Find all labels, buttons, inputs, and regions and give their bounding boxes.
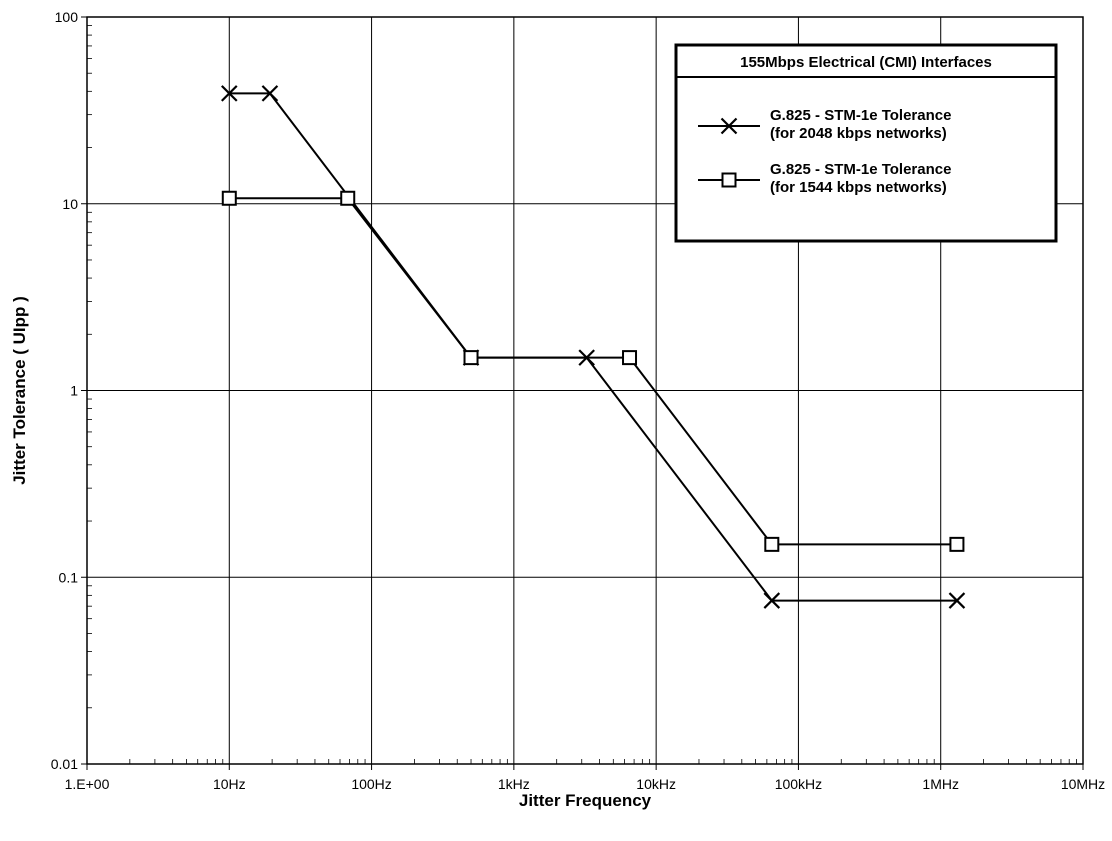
x-marker — [948, 592, 966, 609]
square-marker — [340, 190, 356, 206]
square-marker — [221, 190, 237, 206]
x-tick-label: 10Hz — [213, 776, 246, 792]
legend-box — [674, 43, 1058, 243]
legend-label: G.825 - STM-1e Tolerance — [770, 107, 951, 124]
series-2 — [221, 190, 965, 552]
y-tick-label: 0.1 — [59, 569, 79, 585]
square-marker — [949, 536, 965, 552]
y-tick-label: 0.01 — [51, 756, 78, 772]
legend-item-1: G.825 - STM-1e Tolerance(for 2048 kbps n… — [698, 107, 951, 142]
legend-label: G.825 - STM-1e Tolerance — [770, 161, 951, 178]
x-marker — [221, 85, 238, 102]
x-tick-label: 10kHz — [636, 776, 676, 792]
y-tick-label: 1 — [70, 383, 78, 399]
y-axis-label: Jitter Tolerance ( UIpp ) — [10, 296, 29, 485]
legend: 155Mbps Electrical (CMI) Interfaces G.82… — [674, 43, 1058, 243]
square-marker — [721, 172, 737, 188]
x-axis-label: Jitter Frequency — [519, 791, 652, 810]
x-tick-label: 100kHz — [775, 776, 822, 792]
legend-item-2: G.825 - STM-1e Tolerance(for 1544 kbps n… — [698, 161, 951, 196]
axis-ticks: 1.E+00 10Hz 100Hz 1kHz 10kHz 100kHz 1MHz 10MHz 0… — [51, 9, 1105, 792]
x-marker — [720, 117, 738, 135]
legend-label: (for 1544 kbps networks) — [770, 179, 947, 196]
x-marker — [261, 85, 279, 102]
x-tick-label: 1.E+00 — [65, 776, 110, 792]
square-marker — [463, 350, 479, 366]
x-marker — [763, 592, 781, 609]
legend-items: G.825 - STM-1e Tolerance(for 2048 kbps n… — [698, 107, 951, 196]
y-tick-label: 100 — [55, 9, 79, 25]
series-layer — [221, 85, 966, 609]
series-line — [229, 197, 957, 546]
legend-title: 155Mbps Electrical (CMI) Interfaces — [740, 54, 992, 71]
legend-label: (for 2048 kbps networks) — [770, 125, 947, 142]
y-tick-label: 10 — [62, 196, 78, 212]
square-marker — [764, 536, 780, 552]
square-marker — [622, 350, 638, 366]
x-tick-label: 10MHz — [1061, 776, 1105, 792]
x-tick-label: 1MHz — [922, 776, 959, 792]
x-tick-label: 100Hz — [351, 776, 391, 792]
x-tick-label: 1kHz — [498, 776, 530, 792]
